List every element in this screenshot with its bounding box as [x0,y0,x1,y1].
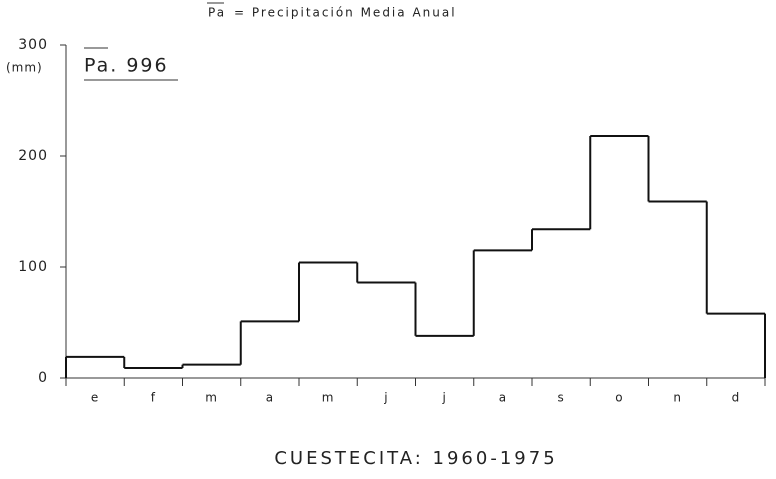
y-tick-label: 200 [18,148,48,164]
y-unit: (mm) [6,61,43,75]
x-tick-label: f [151,391,156,405]
x-tick-label: m [205,391,218,405]
legend-text: = Precipitación Media Anual [234,6,457,20]
chart-title: CUESTECITA: 1960-1975 [274,448,557,469]
annotation: Pa. 996 [84,55,169,77]
x-tick-label: o [615,391,623,405]
y-tick-label: 300 [18,37,48,53]
x-tick-label: n [673,391,682,405]
x-tick-label: e [91,391,99,405]
x-tick-label: m [322,391,335,405]
y-tick-label: 0 [38,370,48,386]
x-tick-label: a [499,391,507,405]
x-tick-label: d [732,391,741,405]
x-tick-label: a [266,391,274,405]
y-tick-label: 100 [18,259,48,275]
x-tick-label: j [441,391,446,405]
x-tick-label: j [383,391,388,405]
legend-symbol: Pa [208,6,226,20]
x-tick-label: s [557,391,564,405]
